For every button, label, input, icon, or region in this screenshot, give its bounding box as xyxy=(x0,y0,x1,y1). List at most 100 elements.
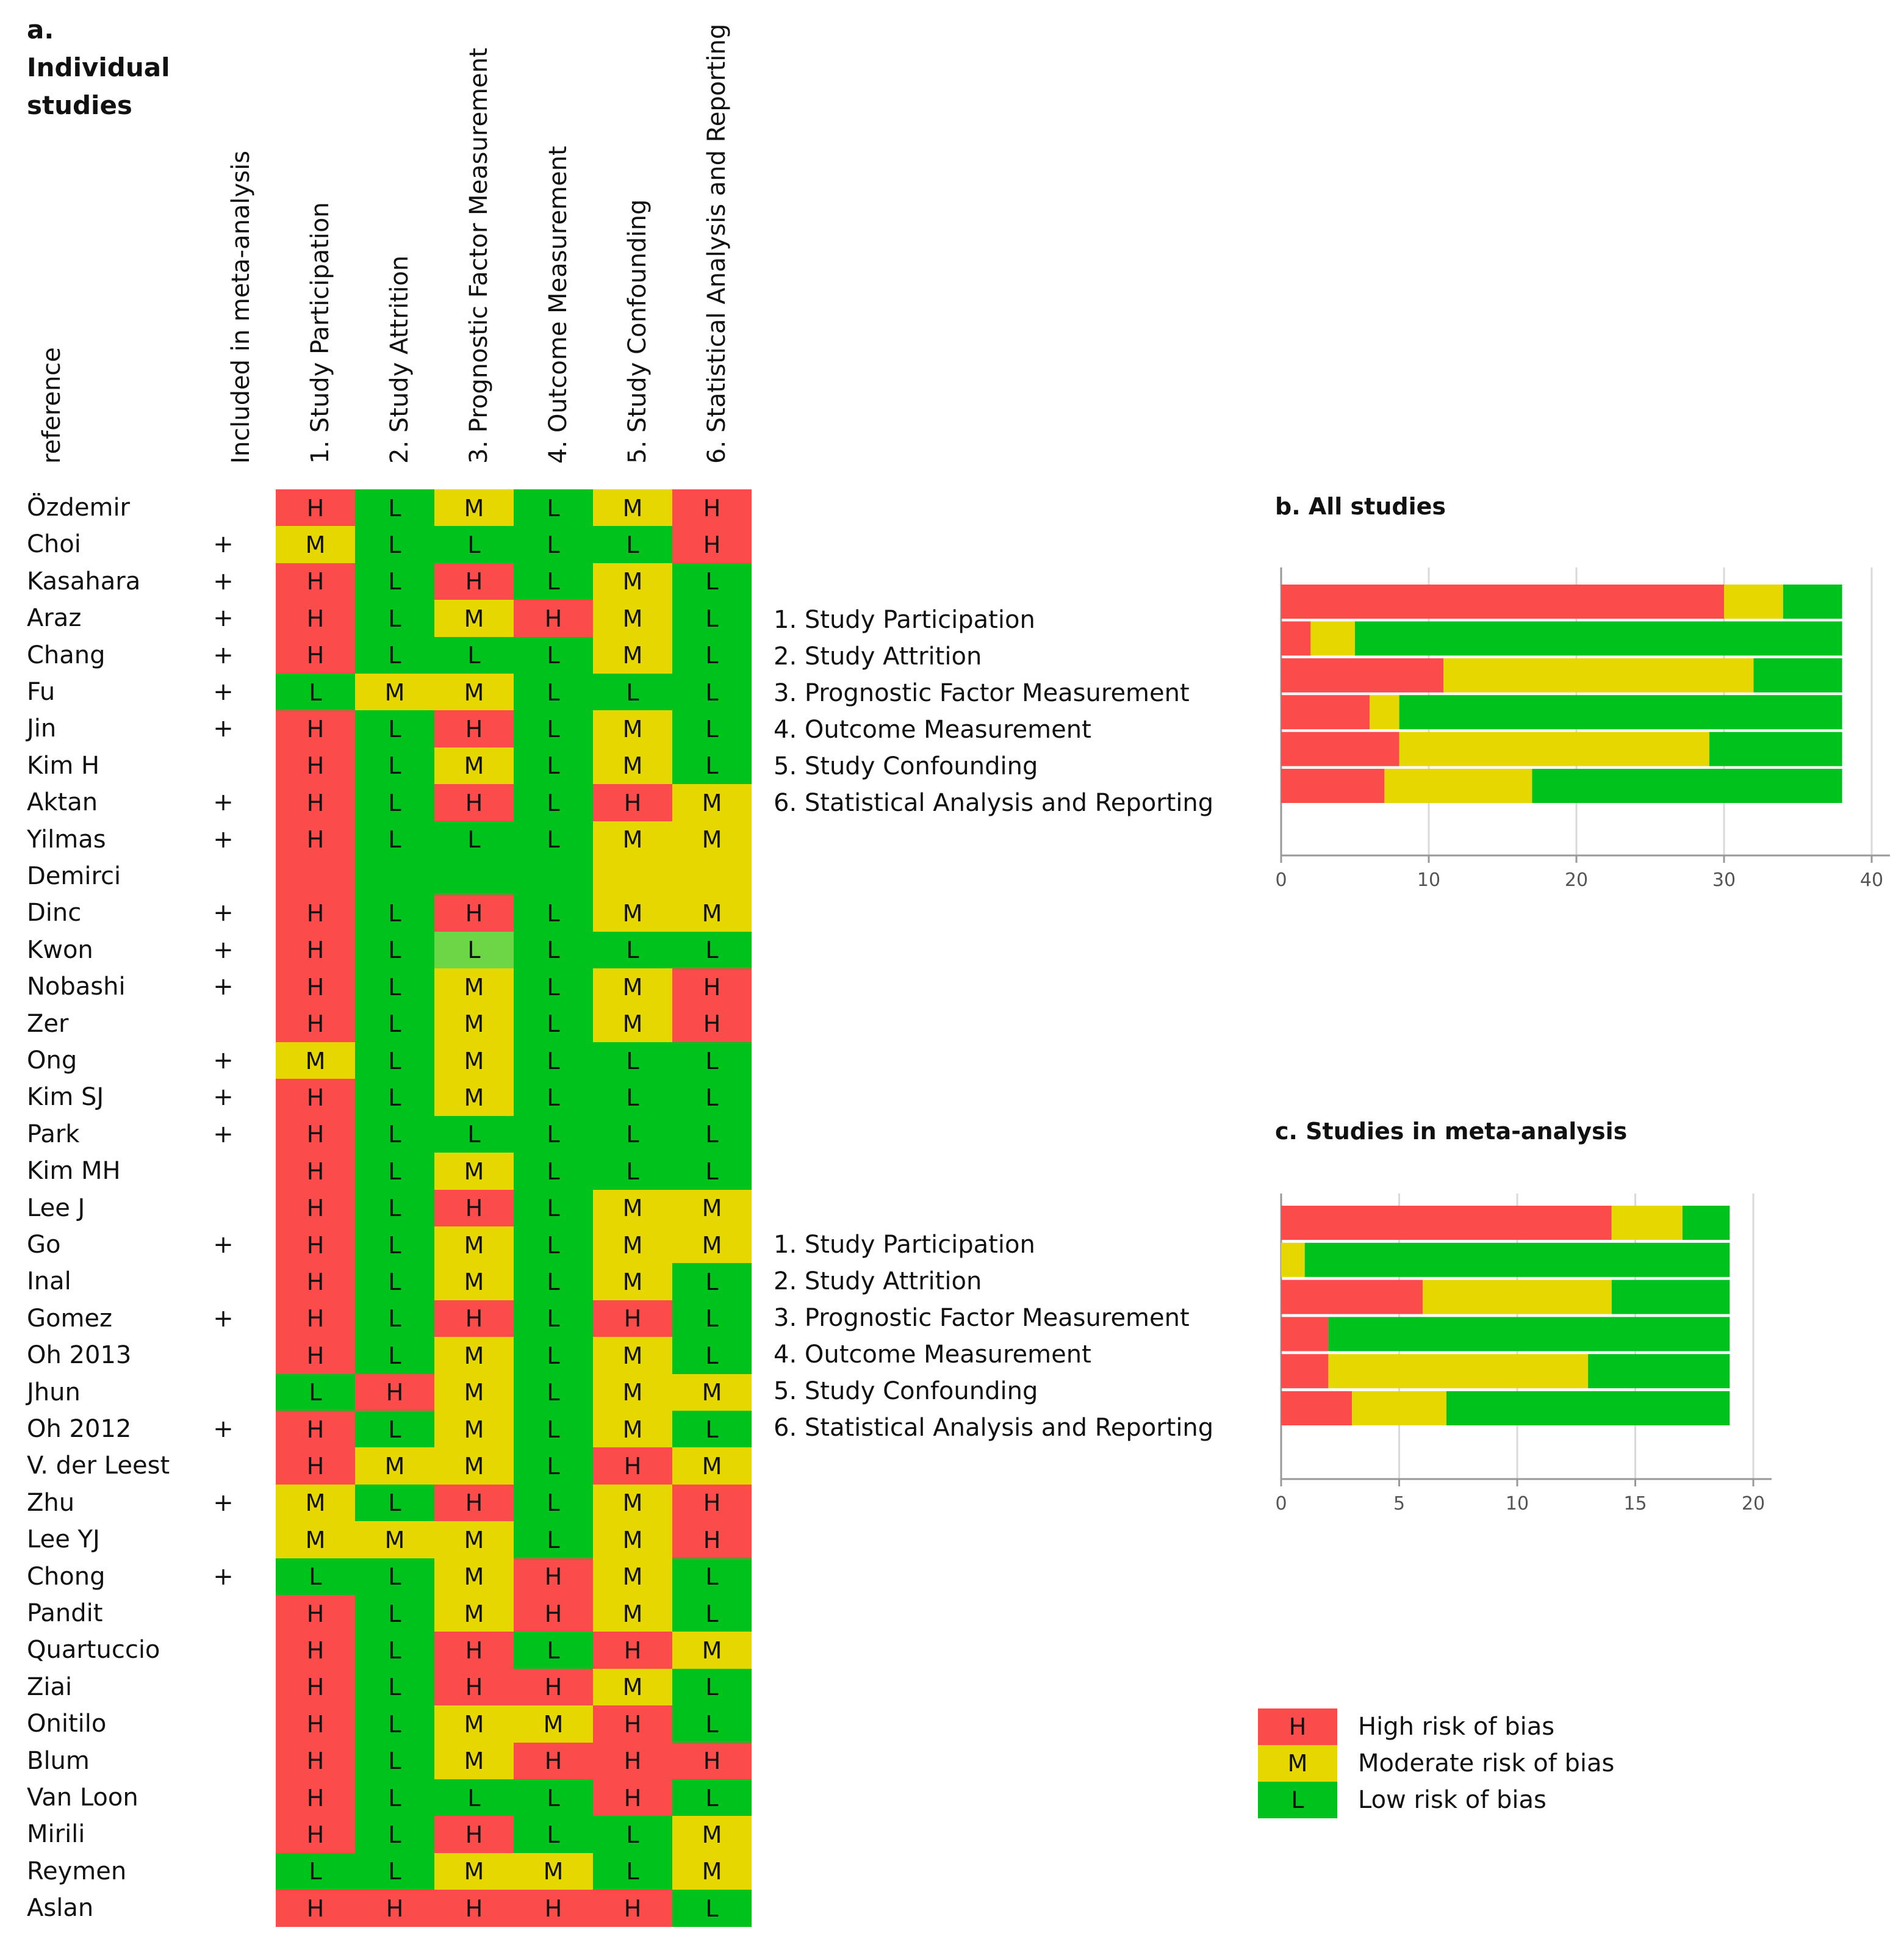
risk-cell: H xyxy=(434,1189,514,1227)
included-in-meta-analysis-mark: + xyxy=(213,1562,234,1591)
risk-cell xyxy=(355,858,434,895)
bar-segment xyxy=(1281,658,1444,693)
risk-cell: H xyxy=(276,1226,355,1264)
risk-cell: M xyxy=(434,1373,514,1411)
risk-cell: L xyxy=(355,931,434,969)
risk-cell: L xyxy=(672,1079,752,1117)
risk-cell: L xyxy=(514,1042,593,1079)
risk-cell: L xyxy=(672,710,752,748)
bar-segment xyxy=(1384,769,1532,803)
column-header: 5. Study Confounding xyxy=(623,199,652,464)
included-in-meta-analysis-mark: + xyxy=(213,899,234,927)
risk-cell: L xyxy=(355,1189,434,1227)
x-tick-label: 10 xyxy=(1506,1493,1529,1514)
included-in-meta-analysis-mark: + xyxy=(213,1120,234,1148)
risk-cell: L xyxy=(593,931,672,969)
study-reference: Jhun xyxy=(27,1378,81,1406)
risk-cell: L xyxy=(355,1558,434,1596)
risk-cell: L xyxy=(355,1779,434,1816)
risk-cell: L xyxy=(514,636,593,674)
risk-cell: H xyxy=(276,489,355,527)
risk-cell: L xyxy=(276,1558,355,1596)
risk-cell: L xyxy=(593,1115,672,1153)
risk-cell: H xyxy=(672,1484,752,1522)
risk-cell: L xyxy=(514,1411,593,1448)
risk-cell: H xyxy=(593,1705,672,1743)
risk-cell: H xyxy=(434,710,514,748)
risk-cell: L xyxy=(672,600,752,638)
risk-cell: L xyxy=(514,1300,593,1337)
risk-cell: L xyxy=(355,1632,434,1669)
included-in-meta-analysis-mark: + xyxy=(213,1231,234,1259)
risk-cell: L xyxy=(514,1447,593,1485)
risk-cell: H xyxy=(434,1484,514,1522)
risk-cell: M xyxy=(276,526,355,564)
study-reference: Go xyxy=(27,1231,61,1259)
risk-cell: L xyxy=(355,1595,434,1632)
study-reference: Kasahara xyxy=(27,567,141,596)
risk-cell: L xyxy=(355,1153,434,1190)
risk-cell: H xyxy=(276,931,355,969)
risk-cell: M xyxy=(434,1042,514,1079)
risk-cell: M xyxy=(355,1447,434,1485)
risk-cell: L xyxy=(355,1668,434,1706)
risk-cell: M xyxy=(355,1521,434,1559)
risk-cell: L xyxy=(355,1705,434,1743)
risk-cell: M xyxy=(672,1226,752,1264)
risk-cell: L xyxy=(514,1153,593,1190)
risk-cell: L xyxy=(593,674,672,711)
risk-cell: M xyxy=(672,821,752,859)
risk-cell: L xyxy=(514,784,593,822)
risk-cell: L xyxy=(355,747,434,785)
legend-label: Moderate risk of bias xyxy=(1358,1749,1615,1777)
risk-cell: M xyxy=(593,1189,672,1227)
bar-segment xyxy=(1281,732,1399,766)
risk-cell: H xyxy=(276,968,355,1006)
study-reference: Van Loon xyxy=(27,1784,138,1812)
included-in-meta-analysis-mark: + xyxy=(213,1083,234,1112)
risk-cell: H xyxy=(276,1115,355,1153)
bar-segment xyxy=(1281,1280,1423,1314)
study-reference: Ziai xyxy=(27,1672,73,1701)
study-reference: Park xyxy=(27,1120,80,1148)
risk-cell: H xyxy=(593,1300,672,1337)
study-reference: Zer xyxy=(27,1009,69,1038)
domain-list-item: 4. Outcome Measurement xyxy=(774,716,1091,744)
risk-cell: H xyxy=(672,526,752,564)
study-reference: Özdemir xyxy=(27,494,131,522)
risk-cell: M xyxy=(593,747,672,785)
study-reference: Mirili xyxy=(27,1820,85,1849)
risk-cell: L xyxy=(593,1042,672,1079)
column-header: Included in meta-analysis xyxy=(227,150,255,464)
risk-cell: M xyxy=(593,821,672,859)
risk-cell: M xyxy=(593,489,672,527)
study-reference: Choi xyxy=(27,530,81,559)
risk-cell: M xyxy=(355,674,434,711)
risk-cell: H xyxy=(276,1595,355,1632)
risk-cell: H xyxy=(276,1300,355,1337)
x-tick-label: 20 xyxy=(1742,1493,1765,1514)
risk-cell: M xyxy=(276,1521,355,1559)
column-header: 1. Study Participation xyxy=(306,202,334,464)
included-in-meta-analysis-mark: + xyxy=(213,604,234,633)
domain-list-item: 6. Statistical Analysis and Reporting xyxy=(774,1414,1214,1442)
risk-cell: H xyxy=(593,784,672,822)
study-reference: V. der Leest xyxy=(27,1452,170,1480)
study-reference: Kim SJ xyxy=(27,1083,104,1112)
risk-cell: L xyxy=(355,1042,434,1079)
risk-cell: H xyxy=(434,563,514,600)
included-in-meta-analysis-mark: + xyxy=(213,567,234,596)
risk-cell: L xyxy=(355,1484,434,1522)
risk-cell: M xyxy=(672,1189,752,1227)
risk-cell: L xyxy=(355,1852,434,1890)
risk-cell: L xyxy=(434,931,514,969)
risk-cell: M xyxy=(434,1226,514,1264)
included-in-meta-analysis-mark: + xyxy=(213,1488,234,1517)
domain-list-c: 1. Study Participation 2. Study Attrition… xyxy=(774,1226,1213,1446)
panel-a-title-line: Individual xyxy=(27,52,170,82)
study-reference: Yilmas xyxy=(27,825,106,854)
risk-cell: L xyxy=(514,895,593,932)
risk-cell: M xyxy=(434,489,514,527)
risk-cell: L xyxy=(514,526,593,564)
panel-a-title-line: studies xyxy=(27,90,132,120)
